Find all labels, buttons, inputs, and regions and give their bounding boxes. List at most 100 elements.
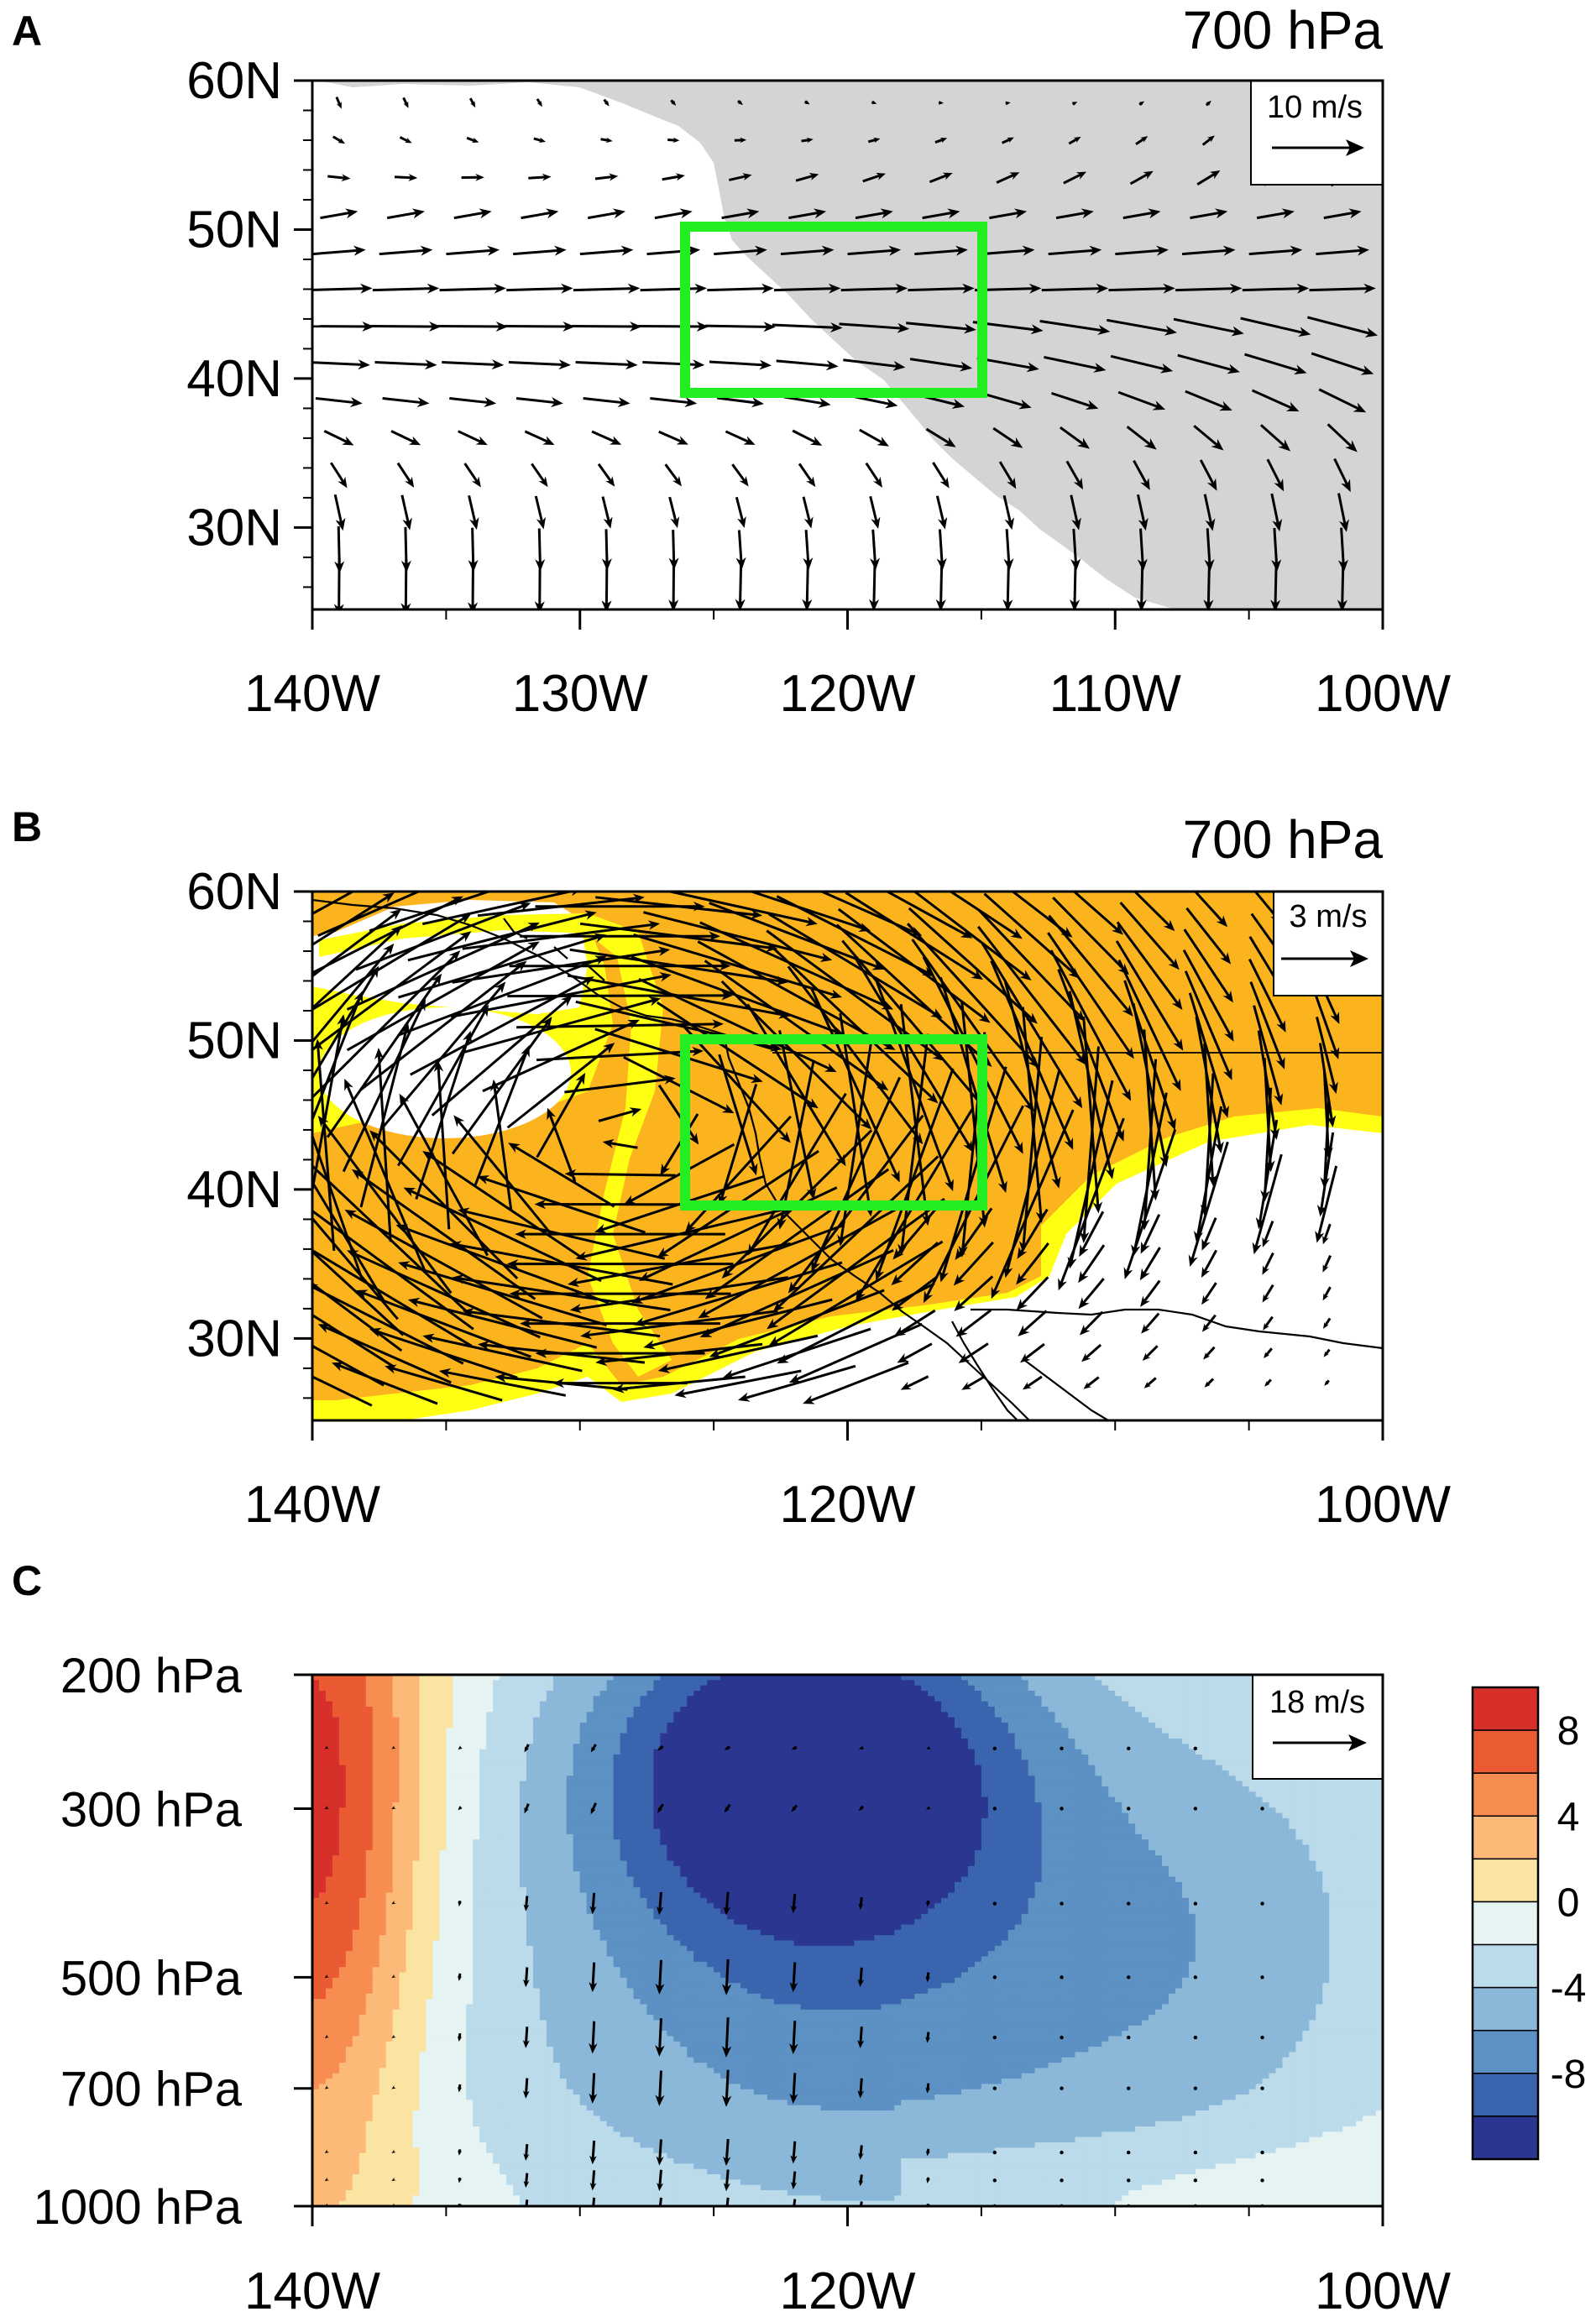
contour-cell <box>559 1733 568 1739</box>
contour-cell <box>473 1712 480 1718</box>
contour-cell <box>338 1770 347 1776</box>
contour-cell <box>520 1765 527 1771</box>
contour-cell <box>546 2047 554 2053</box>
contour-cell <box>385 1849 394 1856</box>
contour-cell <box>332 2079 340 2085</box>
contour-cell <box>579 1786 588 1792</box>
contour-cell <box>593 1951 601 1958</box>
contour-cell <box>559 1833 568 1840</box>
contour-cell <box>446 1749 453 1755</box>
contour-cell <box>345 2089 353 2095</box>
contour-cell <box>513 2063 521 2069</box>
contour-cell <box>385 1993 394 2000</box>
wind-anomaly-arrow <box>767 1197 945 1330</box>
contour-cell <box>473 1865 480 1872</box>
contour-cell <box>532 2147 541 2154</box>
contour-cell <box>539 1781 547 1787</box>
contour-cell <box>406 1924 414 1931</box>
contour-cell <box>385 2020 394 2027</box>
contour-cell <box>453 2041 460 2047</box>
contour-cell <box>599 2047 608 2053</box>
contour-cell <box>432 1951 441 1958</box>
contour-cell <box>406 2047 414 2053</box>
wind-anomaly-arrow <box>422 1150 583 1259</box>
contour-cell <box>459 2004 467 2011</box>
contour-cell <box>599 1892 608 1899</box>
contour-cell <box>385 1685 394 1692</box>
contour-cell <box>399 1956 407 1963</box>
contour-cell <box>412 2121 421 2127</box>
contour-cell <box>419 1908 427 1915</box>
contour-cell <box>399 1871 407 1878</box>
contour-cell <box>399 1839 407 1846</box>
contour-cell <box>439 2041 447 2047</box>
contour-cell <box>566 2168 574 2175</box>
contour-cell <box>332 2136 340 2143</box>
contour-cell <box>345 1919 353 1926</box>
contour-cell <box>573 2089 581 2095</box>
wind-arrow <box>1327 423 1358 452</box>
contour-cell <box>426 1791 434 1798</box>
contour-cell <box>412 2110 421 2116</box>
contour-cell <box>573 2184 581 2191</box>
contour-cell <box>579 1754 588 1760</box>
contour-cell <box>593 1919 601 1926</box>
contour-cell <box>532 1744 541 1750</box>
contour-cell <box>599 2136 608 2143</box>
contour-cell <box>566 1844 574 1851</box>
contour-cell <box>318 1924 327 1931</box>
contour-cell <box>379 1706 387 1713</box>
contour-cell <box>325 2068 333 2074</box>
contour-cell <box>372 1999 380 2006</box>
contour-cell <box>332 1956 340 1963</box>
contour-cell <box>453 1881 460 1888</box>
contour-cell <box>453 1967 460 1974</box>
contour-cell <box>599 1722 608 1728</box>
contour-cell <box>312 1812 320 1819</box>
contour-cell <box>573 1871 581 1878</box>
contour-cell <box>426 1988 434 1995</box>
contour-cell <box>579 2084 588 2090</box>
contour-cell <box>506 1956 514 1963</box>
contour-cell <box>406 1765 414 1771</box>
contour-cell <box>493 1781 500 1787</box>
contour-cell <box>426 2179 434 2186</box>
contour-cell <box>358 1685 367 1692</box>
contour-cell <box>520 2142 527 2148</box>
contour-cell <box>459 2079 467 2085</box>
contour-cell <box>573 1770 581 1776</box>
contour-cell <box>593 2115 601 2122</box>
contour-cell <box>379 1833 387 1840</box>
contour-cell <box>399 1722 407 1728</box>
wind-arrow <box>1306 316 1379 337</box>
contour-cell <box>392 1749 400 1755</box>
contour-cell <box>479 2063 487 2069</box>
contour-cell <box>546 2089 554 2095</box>
contour-cell <box>358 1983 367 1990</box>
contour-cell <box>352 1796 360 1803</box>
contour-cell <box>352 1988 360 1995</box>
contour-cell <box>459 2063 467 2069</box>
contour-cell <box>539 1865 547 1872</box>
contour-cell <box>552 1828 561 1835</box>
contour-cell <box>532 1881 541 1888</box>
wind-anomaly-arrow <box>1139 1247 1161 1281</box>
contour-cell <box>399 1903 407 1910</box>
wind-arrow <box>725 430 756 445</box>
contour-cell <box>579 2190 588 2196</box>
contour-cell <box>345 2025 353 2032</box>
contour-cell <box>419 2084 427 2090</box>
contour-cell <box>500 1706 507 1713</box>
contour-cell <box>579 1908 588 1915</box>
wind-arrow <box>1203 562 1214 609</box>
contour-cell <box>473 1881 480 1888</box>
contour-cell <box>552 1823 561 1830</box>
contour-cell <box>412 2047 421 2053</box>
wind-anomaly-arrow <box>991 1109 1075 1300</box>
contour-cell <box>365 1744 374 1750</box>
contour-cell <box>365 2031 374 2037</box>
contour-cell <box>358 1977 367 1984</box>
contour-cell <box>432 1860 441 1867</box>
contour-cell <box>573 1781 581 1787</box>
contour-cell <box>332 2179 340 2186</box>
